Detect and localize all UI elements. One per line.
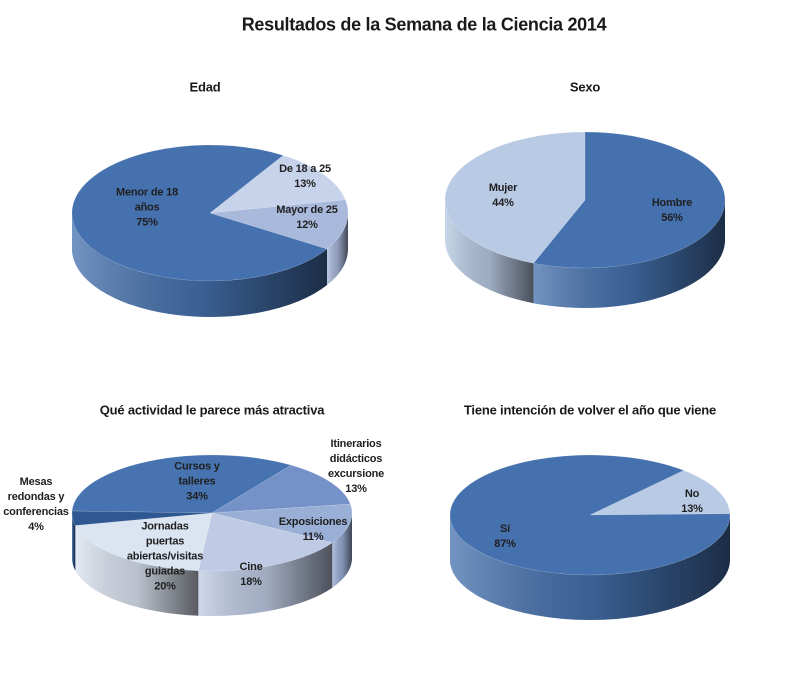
main-title: Resultados de la Semana de la Ciencia 20… <box>241 14 607 35</box>
data-label: Jornadas puertas abiertas/visitas guiada… <box>126 520 204 593</box>
data-label: De 18 a 25 13% <box>279 163 331 190</box>
pie-side-shade <box>198 542 333 616</box>
pie-slice <box>211 464 351 514</box>
pie-side-shade <box>332 513 352 588</box>
chart-title-sexo: Sexo <box>569 79 601 95</box>
pie-side-shade <box>72 513 76 571</box>
data-label: Mesas redondas y conferencias 4% <box>3 476 69 533</box>
chart-title-intencion: Tiene intención de volver el año que vie… <box>463 402 717 418</box>
pie-slice <box>71 454 292 514</box>
chart-title-edad: Edad <box>189 79 221 95</box>
pie-slice <box>71 510 213 526</box>
pie-slice <box>71 144 328 282</box>
pie-slice <box>74 512 213 571</box>
pie-slice <box>211 503 353 543</box>
data-label: Sí 87% <box>494 523 516 550</box>
pie-side-shade <box>445 200 534 304</box>
pie-slice <box>589 470 731 516</box>
pie-side-shade <box>450 515 730 620</box>
data-label: Itinerarios didácticos excursione 13% <box>327 438 385 495</box>
chart-title-actividad: Qué actividad le parece más atractiva <box>99 402 325 418</box>
data-label: Cine 18% <box>239 561 263 588</box>
data-label: No 13% <box>681 488 703 515</box>
pie-slice <box>449 454 731 576</box>
pie-side-shade <box>327 213 348 286</box>
pie-slice <box>209 155 346 214</box>
data-label: Cursos y talleres 34% <box>174 460 220 503</box>
pie-slice <box>444 131 586 264</box>
data-label: Hombre 56% <box>651 197 693 224</box>
pie-slice <box>533 131 726 269</box>
data-label: Exposiciones 11% <box>278 516 348 543</box>
data-label: Mayor de 25 12% <box>276 204 338 231</box>
data-label: Mujer 44% <box>488 182 518 209</box>
pie-side-shade <box>72 213 328 317</box>
pie-slice <box>209 199 349 250</box>
pie-slice <box>198 512 333 572</box>
data-label: Menor de 18 años 75% <box>116 186 178 229</box>
pie-side-shade <box>533 200 725 308</box>
pie-side-shade <box>75 525 199 616</box>
